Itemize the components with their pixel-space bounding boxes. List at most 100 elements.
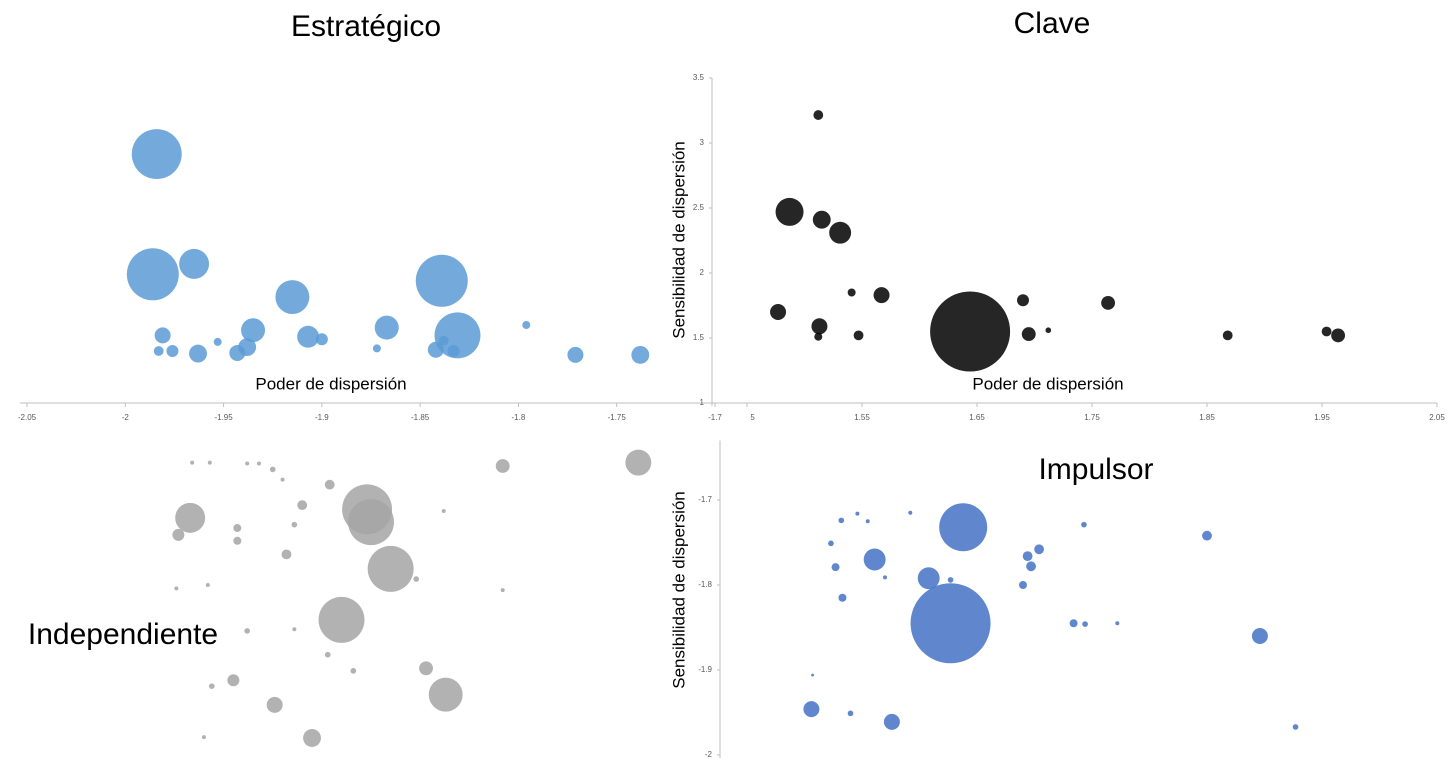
bubble [847,288,856,297]
bubble [179,248,210,279]
bubble [813,110,824,120]
bubble [908,510,913,515]
bubble [1069,619,1078,628]
bubble [812,210,831,229]
bubble [166,345,179,357]
bubble [814,332,823,341]
bubble [1026,561,1036,572]
bubble [175,502,206,533]
bubble [811,318,828,335]
panel-edge [727,410,750,424]
bubble [1292,724,1299,730]
panel-title: Independiente [28,618,218,651]
bubble [828,540,834,547]
bubble [1022,551,1033,561]
bubble [297,500,308,510]
panel-title: Estratégico [291,10,441,43]
bubble [348,499,394,546]
bubble [303,729,321,747]
bubble [372,344,381,353]
bubble [522,321,531,329]
bubble [153,346,164,356]
bubble [438,335,449,346]
bubble [189,344,207,363]
bubble [238,338,257,357]
y-tick-label: -1.7 [698,495,712,504]
bubble [865,519,870,524]
x-tick-label: -2.05 [18,413,37,422]
bubble [280,477,285,482]
bubble [947,577,954,583]
bubble [1017,294,1029,307]
bubble [154,327,171,344]
bubble [883,713,900,730]
x-tick-label: -1.85 [411,413,430,422]
bubble [1045,327,1052,334]
bubble [269,466,276,473]
bubble [1251,628,1268,644]
bubble [190,460,195,465]
y-tick-label: 3 [700,138,705,147]
bubble [324,479,335,490]
bubble [208,683,215,689]
y-tick-label: -1.8 [698,580,712,589]
x-tick-label: -1.9 [315,413,329,422]
bubble [318,596,365,643]
bubble [213,337,222,346]
panel-title: Clave [1014,7,1091,40]
bubble [1019,581,1027,589]
bubble [1222,330,1233,341]
x-tick-label: 1.95 [1314,413,1330,422]
x-tick-label: -1.7 [708,413,722,422]
bubble [1081,521,1087,528]
x-tick-label: 1.85 [1199,413,1215,422]
bubble [131,129,182,180]
bubble [1321,326,1332,337]
bubble [367,545,414,592]
bubble [847,710,854,717]
bubble [883,575,887,580]
y-tick-label: 2.5 [693,203,705,212]
bubble [244,628,250,634]
bubble [631,345,650,364]
bubble [838,517,845,524]
panel-title: Impulsor [1038,453,1153,486]
bubble [207,460,212,465]
bubble [873,287,890,304]
x-tick-label: -1.8 [512,413,526,422]
bubble [1034,544,1044,555]
bubble [315,333,328,346]
y-tick-label: 2 [700,268,705,277]
bubble [241,318,266,343]
bubble [863,548,886,571]
bubble [291,521,298,528]
x-tick-label: -1.95 [214,413,233,422]
bubble [831,563,840,572]
bubble [838,593,847,602]
bubble [374,315,399,340]
bubble [917,567,940,590]
y-tick-label: 3.5 [693,73,705,82]
bubble [447,345,460,357]
bubble [803,701,820,718]
y-tick-label: -2 [705,750,713,759]
bubble [172,528,185,541]
bubble [413,576,420,582]
y-axis-label: Sensibilidad de dispersión [669,491,688,689]
bubble [855,511,860,516]
bubble [297,325,320,348]
bubble [1331,328,1346,343]
bubble [625,449,652,476]
bubble [174,586,179,591]
bubble [126,248,179,301]
bubble [441,509,446,514]
y-axis-label: Sensibilidad de dispersión [669,141,688,339]
bubble [775,197,804,226]
bubble [415,254,468,307]
bubble [853,330,864,341]
y-tick-label: -1.9 [698,665,712,674]
y-tick-label: 1 [700,398,705,407]
x-axis-label: Poder de dispersión [972,374,1123,393]
bubble [427,341,444,358]
